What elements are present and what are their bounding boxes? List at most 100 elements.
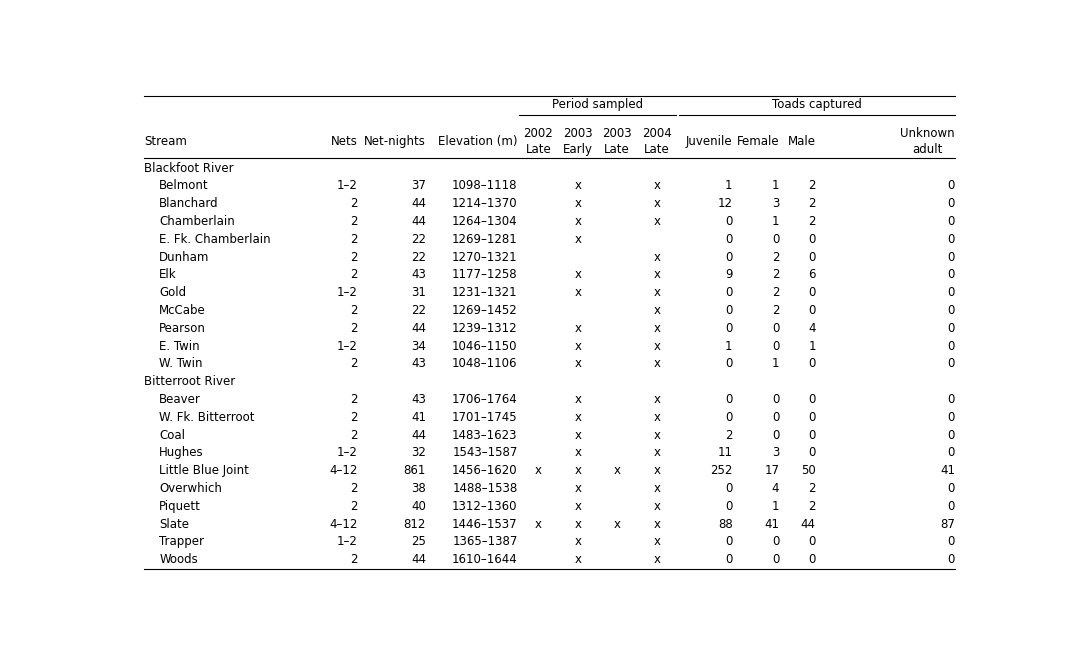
Text: 1264–1304: 1264–1304 bbox=[452, 215, 518, 228]
Text: x: x bbox=[654, 268, 660, 281]
Text: Coal: Coal bbox=[159, 428, 185, 441]
Text: x: x bbox=[654, 500, 660, 513]
Text: W. Fk. Bitterroot: W. Fk. Bitterroot bbox=[159, 411, 255, 424]
Text: x: x bbox=[654, 535, 660, 548]
Text: 22: 22 bbox=[411, 233, 426, 246]
Text: x: x bbox=[574, 482, 582, 495]
Text: x: x bbox=[614, 518, 620, 531]
Text: 2: 2 bbox=[772, 268, 779, 281]
Text: 1: 1 bbox=[725, 180, 732, 193]
Text: 2: 2 bbox=[350, 268, 358, 281]
Text: 0: 0 bbox=[726, 251, 732, 264]
Text: x: x bbox=[574, 197, 582, 210]
Text: 1269–1452: 1269–1452 bbox=[452, 304, 518, 317]
Text: 22: 22 bbox=[411, 251, 426, 264]
Text: 0: 0 bbox=[772, 411, 779, 424]
Text: 41: 41 bbox=[411, 411, 426, 424]
Text: 2002
Late: 2002 Late bbox=[524, 128, 554, 156]
Text: x: x bbox=[654, 197, 660, 210]
Text: x: x bbox=[574, 553, 582, 566]
Text: Trapper: Trapper bbox=[159, 535, 204, 548]
Text: 1–2: 1–2 bbox=[336, 180, 358, 193]
Text: 40: 40 bbox=[411, 500, 426, 513]
Text: Period sampled: Period sampled bbox=[553, 98, 643, 111]
Text: x: x bbox=[574, 428, 582, 441]
Text: Woods: Woods bbox=[159, 553, 198, 566]
Text: 2: 2 bbox=[772, 251, 779, 264]
Text: 0: 0 bbox=[772, 428, 779, 441]
Text: 11: 11 bbox=[717, 447, 732, 460]
Text: x: x bbox=[574, 233, 582, 246]
Text: 44: 44 bbox=[411, 197, 426, 210]
Text: 0: 0 bbox=[948, 340, 955, 353]
Text: 1543–1587: 1543–1587 bbox=[453, 447, 518, 460]
Text: 0: 0 bbox=[772, 553, 779, 566]
Text: x: x bbox=[574, 411, 582, 424]
Text: 22: 22 bbox=[411, 304, 426, 317]
Text: 1: 1 bbox=[772, 500, 779, 513]
Text: 41: 41 bbox=[764, 518, 779, 531]
Text: 1–2: 1–2 bbox=[336, 447, 358, 460]
Text: x: x bbox=[574, 286, 582, 299]
Text: 1: 1 bbox=[772, 215, 779, 228]
Text: 50: 50 bbox=[801, 464, 816, 477]
Text: Elk: Elk bbox=[159, 268, 177, 281]
Text: Dunham: Dunham bbox=[159, 251, 210, 264]
Text: 0: 0 bbox=[726, 215, 732, 228]
Text: Blanchard: Blanchard bbox=[159, 197, 219, 210]
Text: 0: 0 bbox=[726, 535, 732, 548]
Text: 1312–1360: 1312–1360 bbox=[453, 500, 518, 513]
Text: 0: 0 bbox=[808, 411, 816, 424]
Text: 1177–1258: 1177–1258 bbox=[452, 268, 518, 281]
Text: 1446–1537: 1446–1537 bbox=[452, 518, 518, 531]
Text: 0: 0 bbox=[808, 251, 816, 264]
Text: Blackfoot River: Blackfoot River bbox=[144, 161, 234, 174]
Text: 0: 0 bbox=[948, 411, 955, 424]
Text: 0: 0 bbox=[772, 233, 779, 246]
Text: x: x bbox=[654, 215, 660, 228]
Text: 2: 2 bbox=[350, 233, 358, 246]
Text: x: x bbox=[574, 180, 582, 193]
Text: 0: 0 bbox=[948, 233, 955, 246]
Text: Stream: Stream bbox=[144, 135, 187, 148]
Text: Bitterroot River: Bitterroot River bbox=[144, 375, 235, 388]
Text: 0: 0 bbox=[808, 428, 816, 441]
Text: 4: 4 bbox=[772, 482, 779, 495]
Text: 0: 0 bbox=[772, 535, 779, 548]
Text: x: x bbox=[654, 464, 660, 477]
Text: Belmont: Belmont bbox=[159, 180, 209, 193]
Text: x: x bbox=[654, 393, 660, 406]
Text: 0: 0 bbox=[948, 482, 955, 495]
Text: x: x bbox=[574, 393, 582, 406]
Text: 1270–1321: 1270–1321 bbox=[452, 251, 518, 264]
Text: 0: 0 bbox=[726, 393, 732, 406]
Text: McCabe: McCabe bbox=[159, 304, 206, 317]
Text: W. Twin: W. Twin bbox=[159, 357, 203, 370]
Text: 0: 0 bbox=[772, 393, 779, 406]
Text: 17: 17 bbox=[764, 464, 779, 477]
Text: 0: 0 bbox=[772, 340, 779, 353]
Text: x: x bbox=[654, 447, 660, 460]
Text: 1: 1 bbox=[808, 340, 816, 353]
Text: 0: 0 bbox=[726, 304, 732, 317]
Text: 44: 44 bbox=[411, 215, 426, 228]
Text: 2: 2 bbox=[350, 304, 358, 317]
Text: x: x bbox=[654, 357, 660, 370]
Text: 32: 32 bbox=[411, 447, 426, 460]
Text: 12: 12 bbox=[717, 197, 732, 210]
Text: 2: 2 bbox=[350, 482, 358, 495]
Text: Chamberlain: Chamberlain bbox=[159, 215, 235, 228]
Text: 44: 44 bbox=[411, 428, 426, 441]
Text: x: x bbox=[574, 500, 582, 513]
Text: 1239–1312: 1239–1312 bbox=[452, 322, 518, 335]
Text: 25: 25 bbox=[411, 535, 426, 548]
Text: 1488–1538: 1488–1538 bbox=[453, 482, 518, 495]
Text: Piquett: Piquett bbox=[159, 500, 201, 513]
Text: 0: 0 bbox=[808, 553, 816, 566]
Text: 2: 2 bbox=[350, 215, 358, 228]
Text: x: x bbox=[654, 304, 660, 317]
Text: Female: Female bbox=[736, 135, 779, 148]
Text: 0: 0 bbox=[726, 322, 732, 335]
Text: 0: 0 bbox=[948, 357, 955, 370]
Text: 4–12: 4–12 bbox=[329, 464, 358, 477]
